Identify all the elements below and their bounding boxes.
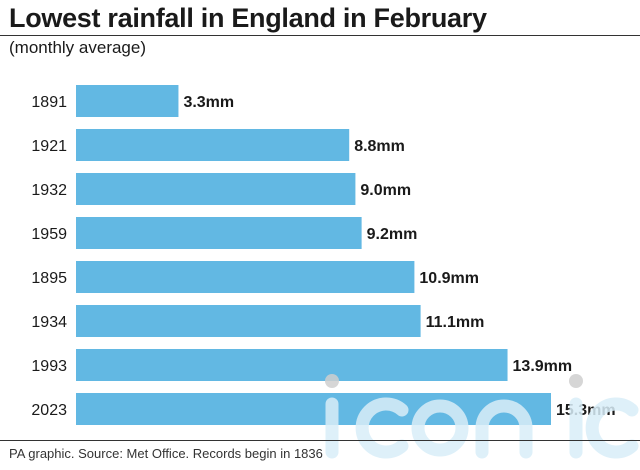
bar (76, 85, 179, 117)
category-label: 2023 (31, 402, 67, 419)
data-label: 8.8mm (354, 138, 405, 155)
bar (76, 261, 415, 293)
data-label: 15.3mm (556, 402, 616, 419)
bar (76, 305, 421, 337)
category-label: 1895 (31, 270, 67, 287)
bar (76, 129, 350, 161)
bar (76, 349, 508, 381)
bar (76, 173, 356, 205)
chart-title: Lowest rainfall in England in February (9, 3, 487, 33)
bar-chart: 1891 3.3mm 1921 8.8mm 1932 9.0mm 1959 9.2mm 1895… (31, 85, 616, 425)
footer-divider (0, 440, 640, 441)
data-label: 10.9mm (419, 270, 479, 287)
data-label: 11.1mm (426, 314, 485, 331)
data-label: 3.3mm (183, 94, 234, 111)
category-label: 1921 (31, 138, 67, 155)
data-label: 9.2mm (367, 226, 418, 243)
data-label: 13.9mm (513, 358, 573, 375)
bar (76, 217, 362, 249)
data-label: 9.0mm (360, 182, 411, 199)
category-label: 1891 (31, 94, 67, 111)
category-label: 1932 (31, 182, 67, 199)
category-label: 1959 (31, 226, 67, 243)
title-divider (0, 35, 640, 36)
chart-subtitle: (monthly average) (9, 38, 147, 57)
category-label: 1934 (31, 314, 67, 331)
category-label: 1993 (31, 358, 67, 375)
bar (76, 393, 551, 425)
source-note: PA graphic. Source: Met Office. Records … (9, 446, 323, 461)
